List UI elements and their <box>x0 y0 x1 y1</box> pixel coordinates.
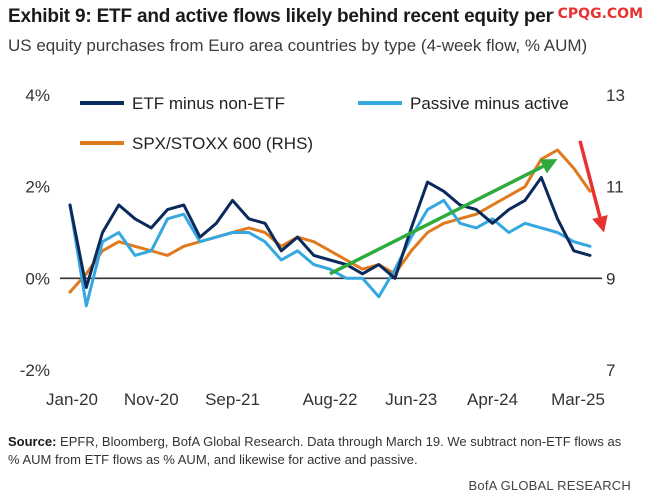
x-tick-label: Sep-21 <box>205 390 260 409</box>
source-label: Source: <box>8 434 57 449</box>
y-right-tick-label: 9 <box>606 269 615 288</box>
etf-minus-non-etf-line <box>68 176 592 289</box>
brand-label: BofA GLOBAL RESEARCH <box>468 478 631 493</box>
chart-subtitle: US equity purchases from Euro area count… <box>8 36 588 55</box>
line-chart: 4% 2% 0% -2% 13 11 9 7 Jan-20 Nov-20 Sep-21 Aug-22 J… <box>20 86 625 409</box>
x-tick-label: Jun-23 <box>385 390 437 409</box>
y-left-tick-label: 2% <box>25 178 50 197</box>
trend-arrow-head <box>539 159 558 174</box>
chart-title: Exhibit 9: ETF and active flows likely b… <box>8 6 559 27</box>
source-text: EPFR, Bloomberg, BofA Global Research. D… <box>8 434 622 467</box>
source-note: Source: EPFR, Bloomberg, BofA Global Res… <box>8 433 628 469</box>
trend-arrow-shaft <box>578 140 602 218</box>
trend-arrow-shaft <box>329 164 544 276</box>
x-tick-label: Nov-20 <box>124 390 179 409</box>
chart-ticks: 4% 2% 0% -2% 13 11 9 7 Jan-20 Nov-20 Sep-21 Aug-22 J… <box>20 86 625 409</box>
legend-label: SPX/STOXX 600 (RHS) <box>132 134 313 153</box>
x-tick-label: Mar-25 <box>551 390 605 409</box>
y-right-tick-label: 7 <box>606 361 615 380</box>
x-tick-label: Jan-20 <box>46 390 98 409</box>
chart-series <box>68 148 592 308</box>
y-right-tick-label: 13 <box>606 86 625 105</box>
legend-label: Passive minus active <box>410 94 569 113</box>
x-tick-label: Aug-22 <box>303 390 358 409</box>
x-tick-label: Apr-24 <box>467 390 518 409</box>
y-right-tick-label: 11 <box>606 178 624 197</box>
chart-legend: ETF minus non-ETF Passive minus active SPX… <box>74 92 592 156</box>
trend-arrow-head <box>592 214 608 233</box>
y-left-tick-label: 0% <box>25 269 50 288</box>
legend-label: ETF minus non-ETF <box>132 94 285 113</box>
y-left-tick-label: -2% <box>20 361 50 380</box>
passive-minus-active-line <box>68 198 592 308</box>
watermark: CPQG.COM <box>553 6 647 22</box>
y-left-tick-label: 4% <box>25 86 50 105</box>
spx-stoxx-600-rhs-line <box>68 148 592 294</box>
chart-annotations <box>329 140 608 276</box>
